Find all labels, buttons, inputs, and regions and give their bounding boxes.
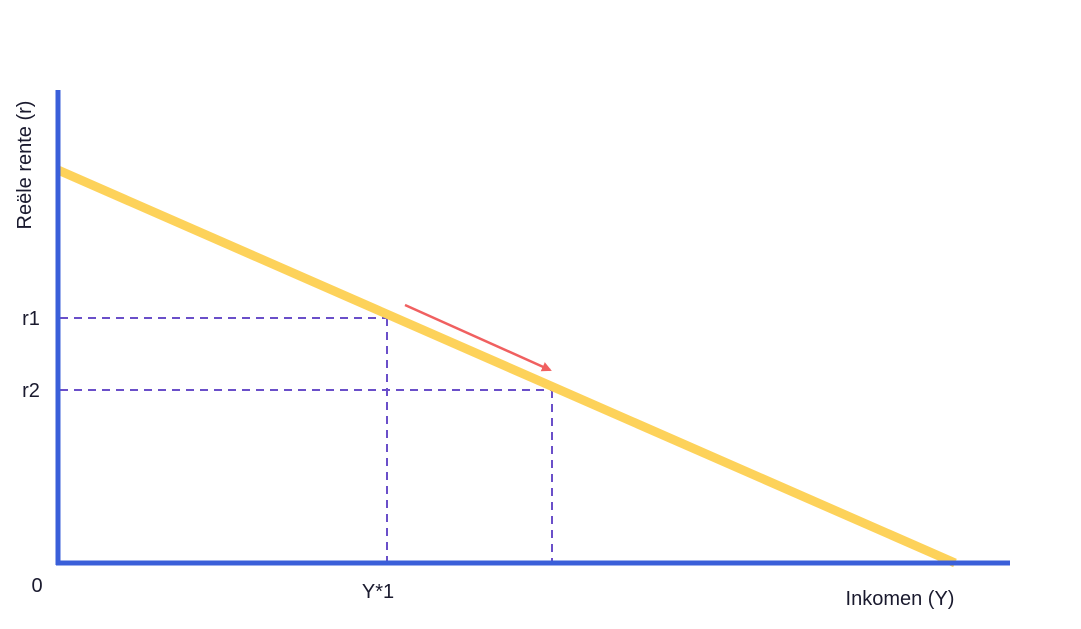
r2-label: r2: [22, 380, 40, 402]
y-axis-label: Reële rente (r): [14, 101, 36, 230]
y1-label: Y*1: [362, 581, 394, 603]
origin-label: 0: [31, 575, 42, 597]
guide-lines: [60, 317, 553, 562]
is-curve: [56, 165, 957, 568]
x-axis-label: Inkomen (Y): [846, 588, 955, 610]
r1-label: r1: [22, 308, 40, 330]
movement-arrow: [404, 303, 552, 372]
